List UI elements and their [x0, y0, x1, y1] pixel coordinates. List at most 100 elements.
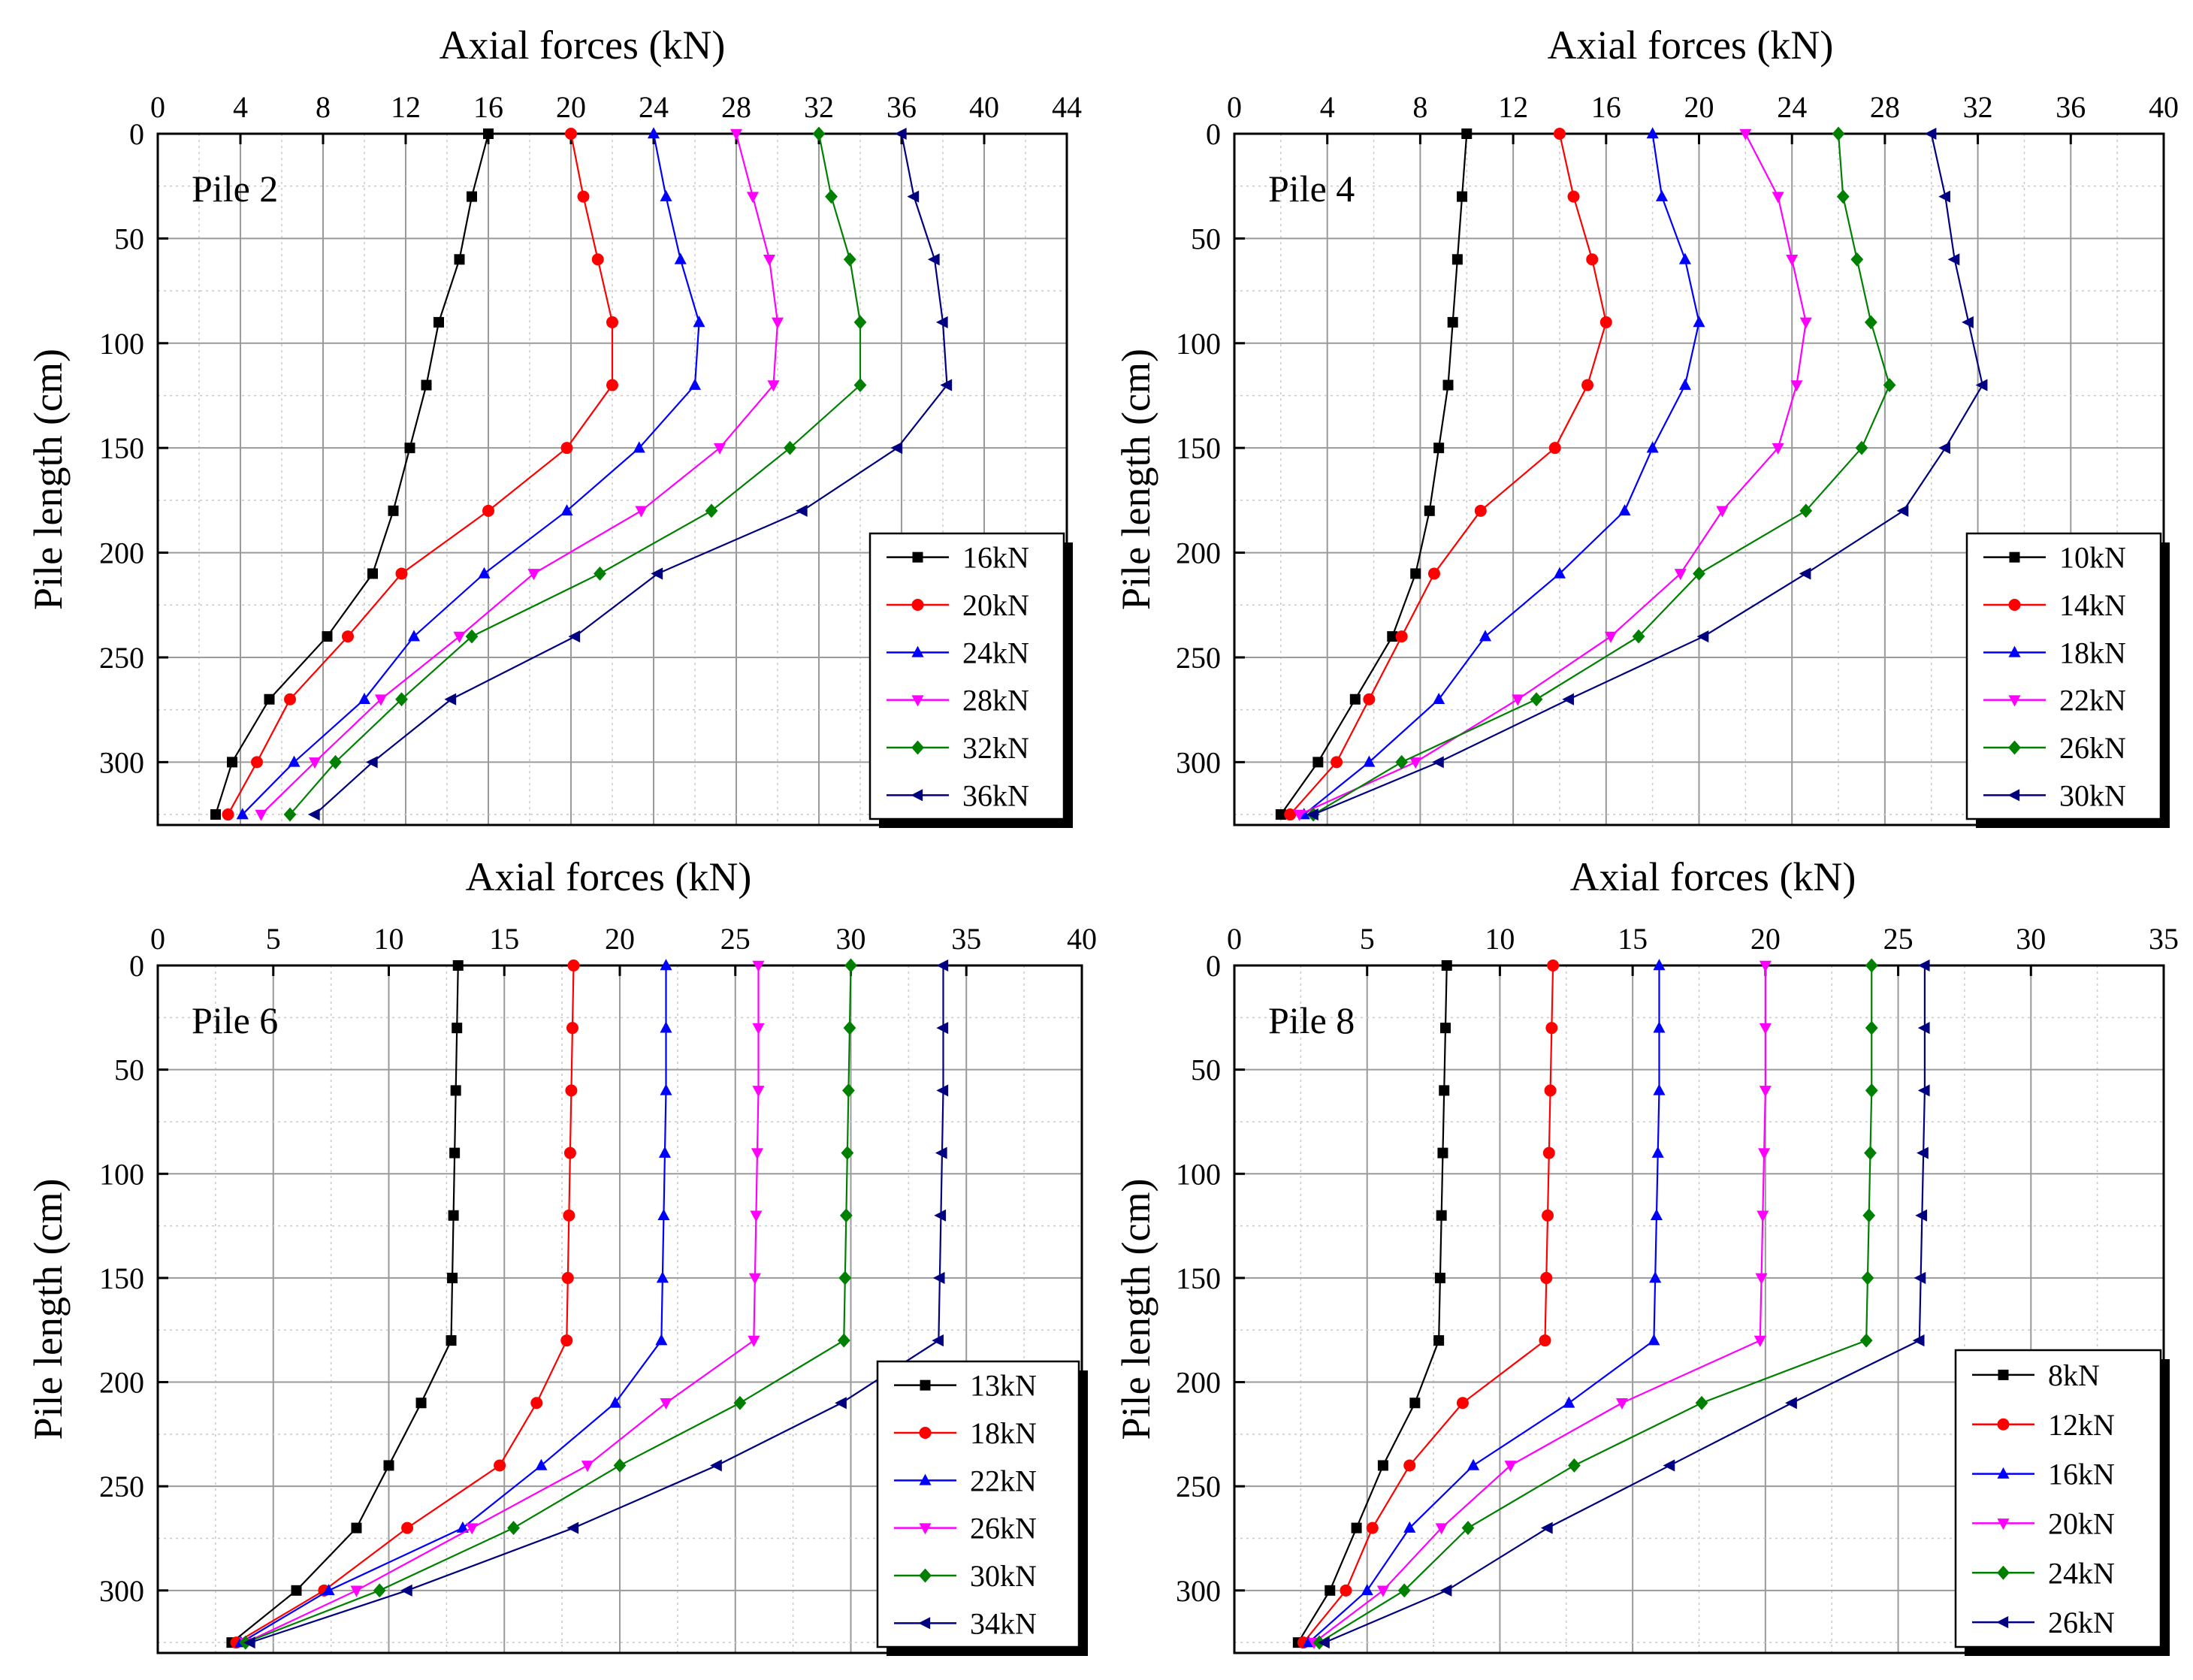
- x-tick-label: 20: [556, 90, 586, 124]
- y-tick-label: 300: [1176, 1574, 1221, 1608]
- data-point: [1432, 756, 1444, 769]
- data-point: [465, 629, 479, 644]
- data-point: [1363, 755, 1376, 767]
- data-point: [935, 316, 948, 328]
- data-point: [1409, 757, 1422, 769]
- data-point: [530, 1397, 543, 1410]
- legend-label: 18kN: [2059, 636, 2126, 669]
- data-point: [1542, 1147, 1555, 1159]
- data-point: [1544, 1084, 1557, 1097]
- data-point: [448, 1210, 459, 1221]
- x-tick-label: 30: [2016, 922, 2046, 956]
- data-point: [1615, 1397, 1629, 1410]
- series-13kN: [226, 960, 464, 1648]
- legend: 16kN 20kN 24kN 28kN 32kN 36kN: [868, 532, 1073, 828]
- x-tick-label: 20: [1684, 90, 1714, 124]
- data-point: [527, 569, 540, 581]
- series-22kN: [1293, 128, 1812, 821]
- data-point: [407, 630, 421, 642]
- data-point: [1467, 1458, 1480, 1470]
- series-line: [1324, 965, 1926, 1644]
- x-tick-label: 8: [316, 90, 331, 124]
- data-point: [1696, 630, 1709, 643]
- legend-label: 34kN: [970, 1606, 1037, 1640]
- legend-label: 16kN: [962, 541, 1029, 575]
- y-tick-label: 200: [99, 536, 144, 570]
- legend-marker: [919, 1473, 932, 1485]
- data-point: [367, 568, 378, 579]
- data-point: [1832, 126, 1845, 141]
- data-point: [467, 191, 477, 202]
- legend-label: 16kN: [2048, 1458, 2115, 1491]
- data-point: [1649, 1271, 1662, 1283]
- series-12kN: [1297, 959, 1560, 1649]
- x-tick-label: 16: [1591, 90, 1621, 124]
- data-point: [566, 1022, 578, 1035]
- data-point: [934, 1209, 947, 1222]
- data-point: [1836, 189, 1850, 204]
- data-point: [1653, 1083, 1666, 1095]
- series-20kN: [222, 128, 618, 821]
- data-point: [1772, 443, 1784, 455]
- legend-box: [1954, 1349, 2162, 1648]
- data-point: [1395, 754, 1409, 769]
- data-point: [400, 1584, 412, 1597]
- series-line: [1303, 965, 1554, 1643]
- legend-marker: [911, 645, 924, 657]
- data-point: [494, 1459, 506, 1472]
- series-14kN: [1284, 128, 1612, 821]
- data-point: [1883, 378, 1896, 392]
- data-point: [478, 567, 491, 579]
- data-point: [784, 440, 796, 455]
- x-tick-label: 20: [1750, 922, 1781, 956]
- y-tick-label: 200: [1176, 1366, 1221, 1400]
- chart-panel-3: 0 5 10 15 20 25 30 35 40 0 50 100 150 200 250 300 Axial …: [26, 854, 1097, 1656]
- y-tick-label: 0: [129, 117, 144, 151]
- data-point: [657, 1208, 670, 1221]
- data-point: [1351, 1522, 1362, 1533]
- data-point: [890, 442, 903, 455]
- data-point: [825, 189, 838, 204]
- data-point: [843, 1020, 856, 1035]
- data-point: [1663, 1459, 1675, 1472]
- series-line: [245, 965, 852, 1644]
- y-tick-label: 200: [1176, 536, 1221, 570]
- data-point: [383, 1460, 394, 1471]
- x-tick-label: 10: [374, 922, 404, 956]
- data-point: [1547, 959, 1560, 971]
- series-24kN: [236, 127, 705, 820]
- data-point: [647, 127, 660, 139]
- data-point: [1433, 443, 1445, 454]
- data-point: [843, 252, 856, 267]
- legend-marker: [918, 1617, 931, 1630]
- x-tick-label: 12: [391, 90, 421, 124]
- data-point: [936, 1022, 949, 1035]
- x-tick-label: 16: [473, 90, 503, 124]
- x-tick-label: 5: [1360, 922, 1375, 956]
- data-point: [1618, 504, 1631, 516]
- x-tick-label: 32: [804, 90, 834, 124]
- data-point: [839, 1208, 853, 1223]
- chart-panel-1: 0 4 8 12 16 20 24 28 32 36 40 44 0 50 100 150 200 250 300 A…: [26, 23, 1082, 828]
- legend-label: 10kN: [2059, 541, 2126, 575]
- data-point: [322, 631, 333, 642]
- y-tick-label: 250: [99, 641, 144, 675]
- data-point: [1758, 1148, 1771, 1160]
- data-point: [1409, 1397, 1421, 1409]
- legend-label: 28kN: [962, 684, 1029, 718]
- legend-label: 13kN: [970, 1369, 1037, 1403]
- y-tick-label: 150: [99, 431, 144, 465]
- plot-frame: [156, 132, 1068, 826]
- series-22kN: [234, 959, 672, 1648]
- legend-marker: [920, 1379, 931, 1391]
- data-point: [1938, 442, 1950, 455]
- data-point: [1318, 1636, 1330, 1649]
- data-point: [1456, 1397, 1469, 1410]
- data-point: [577, 190, 590, 203]
- y-tick-label: 200: [99, 1366, 144, 1400]
- data-point: [1581, 379, 1594, 391]
- x-axis-title: Axial forces (kN): [466, 854, 752, 899]
- x-tick-label: 35: [2149, 922, 2179, 956]
- data-point: [932, 1334, 944, 1347]
- data-point: [1693, 316, 1705, 328]
